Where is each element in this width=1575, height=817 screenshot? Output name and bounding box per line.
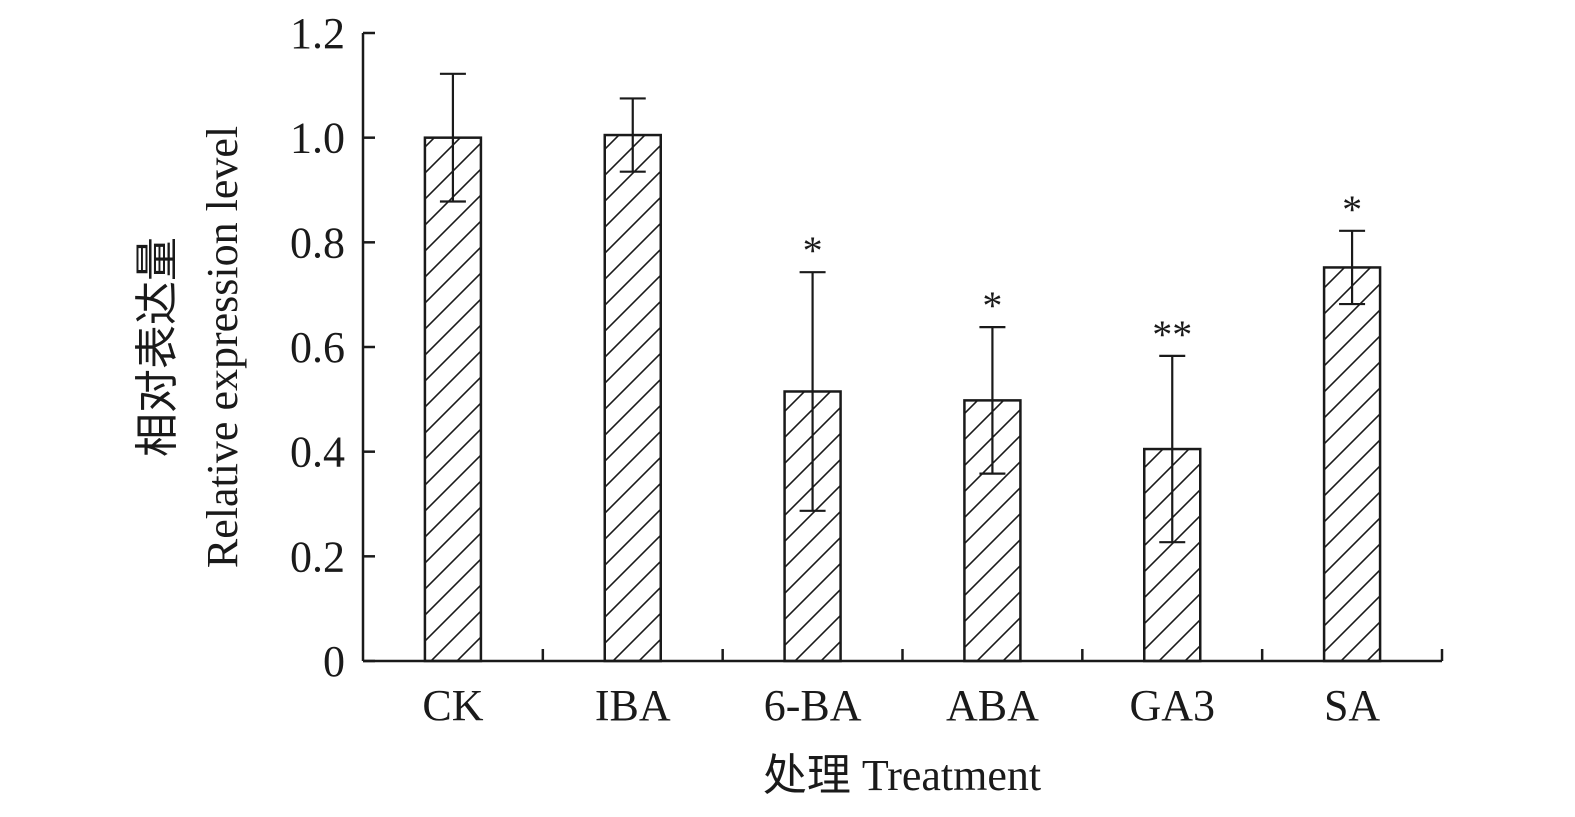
y-axis-title-line2: Relative expression level [198, 126, 247, 568]
y-tick-label-6: 1.2 [290, 9, 345, 58]
bar-5 [1322, 266, 1382, 663]
bar-1 [603, 133, 662, 663]
x-ticks-layer: CK IBA 6-BA ABA GA3 SA [422, 649, 1444, 730]
y-tick-label-5: 1.0 [290, 114, 345, 163]
category-label-3: ABA [946, 681, 1039, 730]
significance-label-5: * [1342, 187, 1362, 232]
category-label-5: SA [1324, 681, 1380, 730]
category-label-2: 6-BA [764, 681, 862, 730]
category-label-4: GA3 [1129, 681, 1215, 730]
category-label-1: IBA [595, 681, 671, 730]
x-axis-title: 处理 Treatment [763, 751, 1041, 800]
bar-0 [423, 136, 483, 663]
significance-label-2: * [803, 228, 823, 273]
significance-label-3: * [982, 283, 1002, 328]
category-label-0: CK [422, 681, 483, 730]
error-bars-layer [439, 72, 1366, 544]
y-axis-title-line1: 相对表达量 [133, 237, 182, 457]
significance-layer: ***** [803, 187, 1363, 357]
y-tick-label-3: 0.6 [290, 323, 345, 372]
y-tick-label-0: 0 [323, 637, 345, 686]
y-tick-label-2: 0.4 [290, 428, 345, 477]
bars-layer [423, 133, 1382, 663]
y-tick-label-4: 0.8 [290, 218, 345, 267]
significance-label-4: ** [1152, 312, 1192, 357]
y-tick-label-1: 0.2 [290, 532, 345, 581]
y-ticks-layer: 0 0.2 0.4 0.6 0.8 1.0 1.2 [290, 9, 375, 686]
